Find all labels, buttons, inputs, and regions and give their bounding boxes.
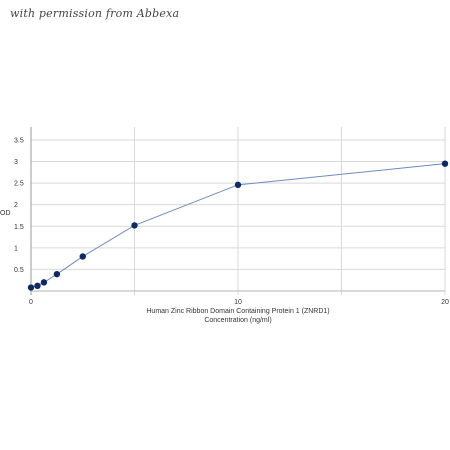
y-tick-label: 3.5 (14, 137, 24, 144)
gridlines (31, 127, 446, 295)
axes (30, 127, 445, 295)
y-tick-label: 0.5 (14, 267, 24, 274)
y-axis-label: OD (0, 210, 11, 217)
y-tick-label: 2.5 (14, 181, 24, 188)
data-point (79, 253, 86, 260)
x-tick-labels: 0 10 20 (29, 299, 449, 306)
x-axis-label-line2: Concentration (ng/ml) (204, 317, 271, 324)
watermark-text: with permission from Abbexa (10, 7, 180, 20)
data-point (34, 282, 41, 290)
data-point (53, 270, 61, 278)
x-tick-label: 20 (441, 299, 449, 306)
y-tick-label: 3 (14, 159, 18, 166)
y-tick-label: 2 (14, 202, 18, 209)
x-tick-label: 10 (234, 299, 242, 306)
data-point (27, 284, 35, 291)
x-tick-label: 0 (29, 299, 33, 306)
data-points (27, 160, 449, 291)
data-point (131, 222, 138, 229)
data-point (40, 279, 48, 286)
data-point (441, 160, 449, 167)
y-tick-label: 1.5 (14, 224, 24, 231)
y-tick-label: 1 (14, 245, 18, 252)
x-axis-label-line1: Human Zinc Ribbon Domain Containing Prot… (146, 308, 329, 315)
data-point (234, 181, 242, 189)
y-tick-labels: 0.5 1 1.5 2 2.5 3 3.5 (14, 137, 24, 273)
